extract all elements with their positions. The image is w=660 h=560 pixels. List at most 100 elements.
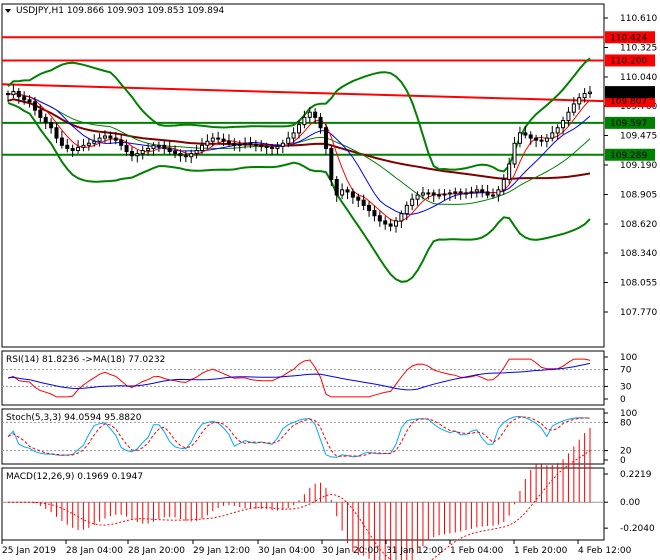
macd-y-tick-label: 0.2219 — [620, 470, 652, 480]
macd-title: MACD(12,26,9) 0.1969 0.1947 — [6, 472, 143, 482]
candle-body — [16, 91, 21, 98]
stoch-y-tick-label: 80 — [620, 418, 632, 428]
price-tag-green: 109.597 — [610, 119, 647, 129]
candle-body — [38, 109, 43, 118]
candle-body — [356, 196, 361, 201]
macd-signal-line — [8, 449, 591, 560]
candle-body — [156, 144, 161, 147]
x-tick-label: 1 Feb 04:00 — [450, 546, 504, 556]
price-tag-red-bg — [605, 31, 655, 44]
candle-body — [534, 137, 539, 141]
price-tag-red-bg — [605, 95, 655, 108]
candle-body — [437, 194, 442, 197]
candle-body — [97, 137, 102, 142]
candle-body — [464, 192, 469, 195]
y-tick-label: 108.620 — [620, 220, 657, 230]
candle-body — [237, 143, 242, 146]
x-tick-label: 4 Feb 12:00 — [578, 546, 632, 556]
candle-body — [512, 142, 517, 165]
candle-body — [539, 139, 544, 142]
candle-body — [146, 147, 151, 152]
candle-body — [345, 189, 350, 193]
candle-body — [447, 192, 452, 195]
candle-body — [307, 111, 312, 118]
candle-body — [11, 91, 16, 96]
stoch-y-tick-label: 0 — [620, 456, 626, 466]
candle-body — [280, 142, 285, 147]
candle-body — [528, 134, 533, 139]
candle-body — [415, 194, 420, 200]
candle-body — [43, 116, 48, 124]
candle-body — [286, 137, 291, 144]
candle-body — [124, 144, 129, 153]
trend-line — [1, 83, 605, 103]
candle-body — [92, 140, 97, 144]
y-tick-label: 108.340 — [620, 249, 657, 259]
candle-body — [496, 189, 501, 196]
candle-body — [582, 93, 587, 99]
candle-body — [523, 132, 528, 136]
candle-body — [501, 178, 506, 191]
candle-body — [270, 146, 275, 149]
rsi-ma-line — [7, 362, 591, 391]
rsi-y-tick-label: 70 — [620, 366, 632, 376]
candle-body — [313, 111, 318, 118]
price-tag-current-bg — [605, 86, 655, 99]
candle-body — [571, 103, 576, 113]
candle-body — [129, 151, 134, 157]
candle-body — [302, 116, 307, 126]
candle-body — [394, 220, 398, 227]
candle-body — [480, 189, 485, 193]
x-tick-label: 30 Jan 20:00 — [322, 546, 379, 556]
price-tag-red: 110.424 — [610, 33, 647, 43]
candle-body — [420, 192, 425, 196]
candle-body — [275, 145, 280, 149]
candle-body — [178, 153, 183, 157]
candle-body — [49, 122, 54, 129]
candle-body — [469, 191, 474, 194]
y-tick-label: 108.055 — [620, 278, 657, 288]
candle-body — [243, 142, 248, 145]
y-tick-label: 110.610 — [620, 14, 657, 24]
candle-body — [340, 189, 345, 196]
candle-body — [544, 137, 549, 142]
candle-body — [388, 223, 393, 227]
candle-body — [485, 191, 490, 196]
price-tag-red: 110.200 — [610, 56, 647, 66]
candle-body — [383, 220, 388, 225]
y-tick-label: 109.190 — [620, 161, 657, 171]
candle-body — [318, 116, 323, 129]
candle-body — [334, 178, 339, 196]
x-tick-label: 28 Jan 04:00 — [66, 546, 123, 556]
candle-body — [59, 137, 64, 146]
candle-body — [200, 144, 204, 152]
candle-body — [248, 142, 253, 145]
candle-body — [27, 99, 32, 103]
rsi-line — [7, 358, 591, 398]
y-tick-label: 110.325 — [620, 44, 657, 54]
macd-y-tick-label: 0.00 — [620, 498, 640, 508]
candle-body — [22, 96, 27, 101]
candle-body — [404, 204, 409, 215]
candle-body — [113, 137, 118, 141]
price-tag-current: 109.894 — [610, 88, 647, 98]
x-tick-label: 1 Feb 20:00 — [514, 546, 568, 556]
candle-body — [550, 132, 555, 139]
candle-body — [151, 144, 156, 149]
panel-frame-sto — [1, 408, 605, 465]
candle-body — [350, 191, 355, 198]
rsi-y-tick-label: 0 — [620, 395, 626, 405]
price-tag-red: 109.807 — [610, 97, 647, 107]
panel-frame-rsi — [1, 350, 605, 406]
stoch-main-line — [7, 415, 591, 458]
candle-body — [65, 144, 70, 149]
y-tick-label: 107.770 — [620, 308, 657, 318]
stoch-y-tick-label: 100 — [620, 409, 637, 419]
stoch-signal-line — [7, 416, 591, 457]
price-tag-red-bg — [605, 54, 655, 67]
candle-body — [474, 189, 479, 193]
x-tick-label: 31 Jan 12:00 — [386, 546, 443, 556]
price-tag-green-bg — [605, 148, 655, 161]
candle-body — [399, 213, 404, 222]
rsi-y-tick-label: 30 — [620, 382, 632, 392]
